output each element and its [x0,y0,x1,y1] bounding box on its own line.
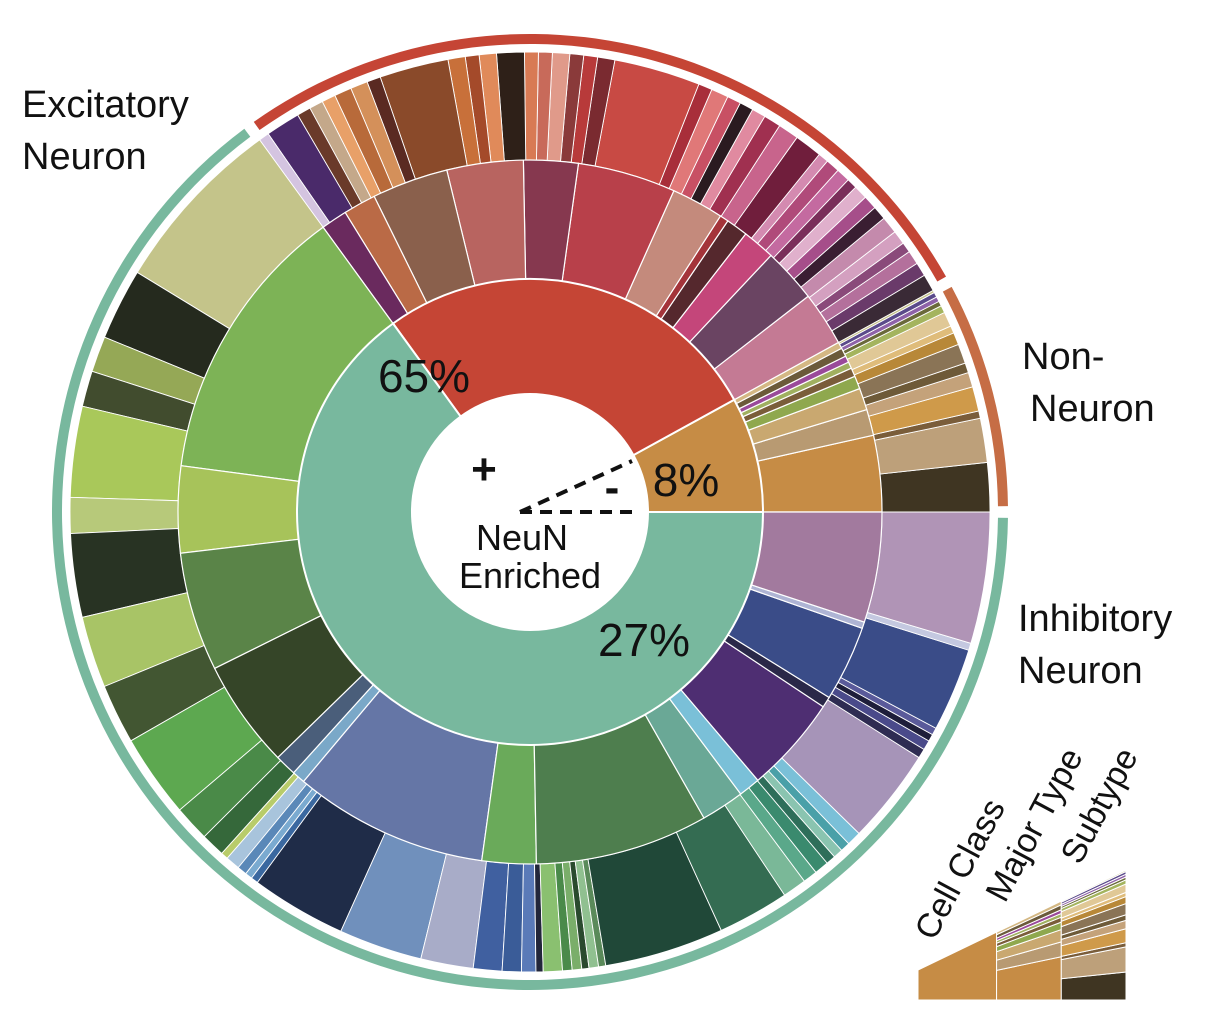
class-label-exc-line2: Neuron [22,136,147,178]
ring-legend: Cell Class Major Type Subtype [908,742,1146,1000]
class-label-inh-line2: Neuron [1018,650,1143,692]
cell-class-ring [296,278,765,746]
class-label-exc-line1: Excitatory [22,84,189,126]
legend-subtype-wedge-14 [1060,869,1127,903]
subtype-wedge-exc-5 [69,496,179,535]
center-label-line2: Enriched [459,555,601,596]
class-label-non-line2: Neuron [1030,388,1155,430]
class-band-non [942,286,1008,507]
subtype-wedge-inh-27 [523,51,539,161]
center-label-line1: NeuN [476,517,568,558]
legend-wedges [917,869,1127,1000]
legend-cell-class-wedge-0 [917,931,998,1000]
neun-positive-sign: + [471,445,497,494]
subtype-ring [69,51,991,973]
class-labels: Excitatory Neuron Non- Neuron Inhibitory… [22,84,1172,692]
class-label-inh-line1: Inhibitory [1018,598,1172,640]
major-type-wedge-exc-1 [177,465,300,554]
cell-class-wedge-exc [296,322,765,746]
pct-label-exc: 65% [378,350,470,402]
cell-class-wedge-inh [391,278,736,457]
class-label-non-line1: Non- [1022,336,1104,378]
cell-class-outer-ring [51,34,1008,990]
center-area: + - NeuN Enriched [413,395,647,629]
pct-label-non: 8% [653,454,719,506]
percent-labels: 65% 8% 27% [378,350,719,666]
neun-dash-upper [519,459,633,514]
pct-label-inh: 27% [598,614,690,666]
subtype-wedge-exc-22 [520,863,537,973]
neun-negative-sign: - [605,463,620,512]
